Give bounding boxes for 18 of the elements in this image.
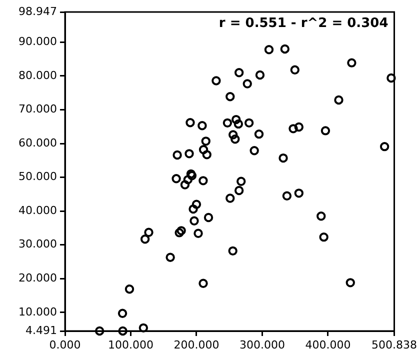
x-tick-label: 300.000 [239, 338, 285, 352]
x-tick-label: 0.000 [49, 338, 81, 352]
y-tick-label: 80.000 [18, 68, 57, 82]
y-tick-label: 30.000 [18, 238, 57, 251]
y-tick-label: 98.947 [18, 4, 57, 18]
x-tick-label: 200.000 [174, 338, 220, 352]
y-tick-label: 50.000 [18, 170, 57, 184]
y-tick-label: 20.000 [18, 271, 57, 284]
y-tick-label: 90.000 [18, 35, 57, 48]
y-tick-label: 10.000 [18, 305, 57, 318]
x-tick-label: 100.000 [108, 338, 154, 352]
y-tick-label: 70.000 [18, 102, 57, 116]
annotation: r = 0.551 - r^2 = 0.304 [218, 16, 388, 31]
y-tick-label: 40.000 [18, 204, 57, 217]
x-tick-label: 500.838 [372, 338, 418, 352]
y-tick-label: 4.491 [26, 324, 57, 337]
y-tick-label: 60.000 [18, 136, 57, 150]
x-tick-label: 400.000 [305, 338, 351, 352]
